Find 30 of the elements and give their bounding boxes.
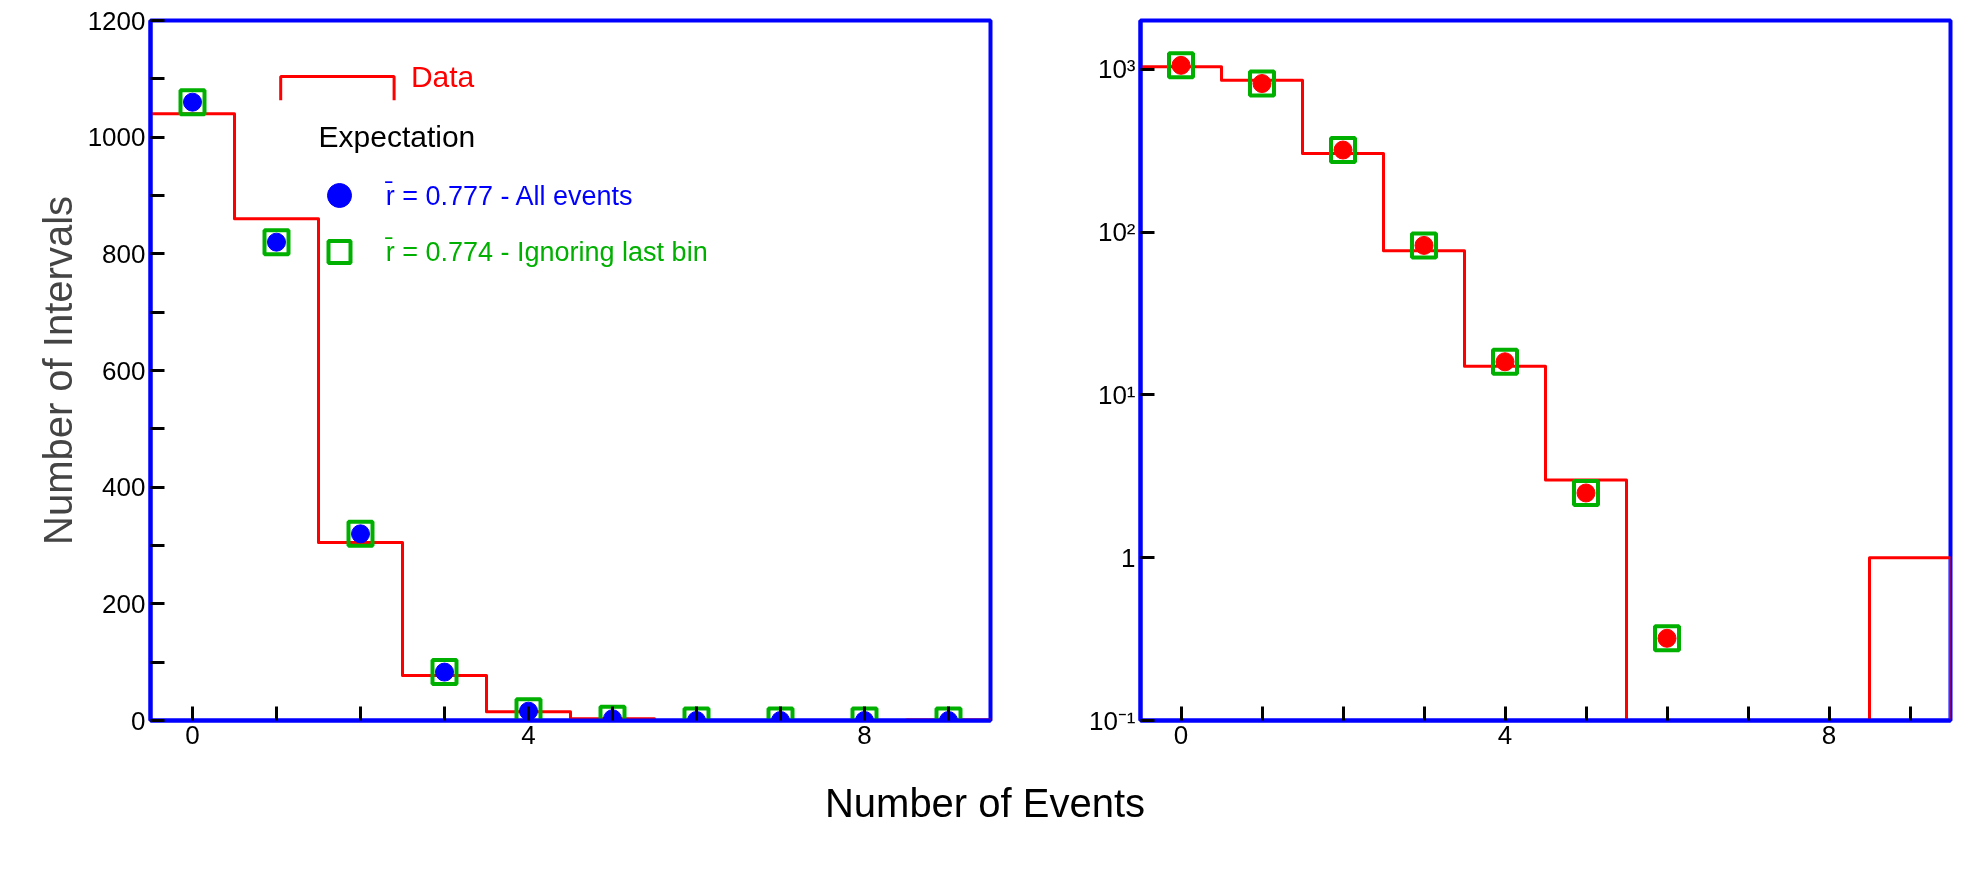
point bbox=[1572, 478, 1600, 507]
y-tick-label: 200 bbox=[102, 588, 146, 619]
y-tick-label: 800 bbox=[102, 238, 146, 269]
x-axis-title: Number of Events bbox=[824, 780, 1146, 827]
point bbox=[1329, 136, 1357, 165]
x-tick-label: 4 bbox=[521, 719, 536, 750]
x-tick-label: 4 bbox=[1497, 719, 1513, 750]
legend-label: Data bbox=[410, 60, 475, 93]
y-tick-label: 10³ bbox=[1097, 54, 1136, 85]
x-tick-label: 0 bbox=[185, 719, 200, 750]
point bbox=[1248, 69, 1276, 98]
y-tick-label: 1000 bbox=[87, 122, 146, 153]
legend-title: Expectation bbox=[318, 119, 476, 153]
y-tick-label: 1200 bbox=[87, 5, 146, 36]
y-tick-label: 600 bbox=[102, 355, 146, 386]
y-axis-title: Number of Intervals bbox=[35, 195, 80, 546]
point bbox=[1491, 347, 1519, 376]
y-tick-label: 10⁻¹ bbox=[1088, 705, 1136, 736]
y-tick-label: 400 bbox=[102, 472, 146, 503]
legend-label: r̄ = 0.774 - Ignoring last bin bbox=[384, 237, 708, 268]
y-tick-label: 1 bbox=[1121, 542, 1136, 573]
legend-label: r̄ = 0.777 - All events bbox=[384, 180, 633, 211]
point bbox=[1410, 231, 1438, 260]
point bbox=[1653, 624, 1681, 653]
x-tick-label: 0 bbox=[1173, 719, 1189, 750]
x-tick-label: 8 bbox=[857, 719, 872, 750]
y-tick-label: 10¹ bbox=[1097, 380, 1136, 410]
x-tick-label: 8 bbox=[1821, 719, 1837, 750]
point bbox=[1167, 51, 1195, 80]
y-tick-label: 10² bbox=[1097, 217, 1136, 248]
